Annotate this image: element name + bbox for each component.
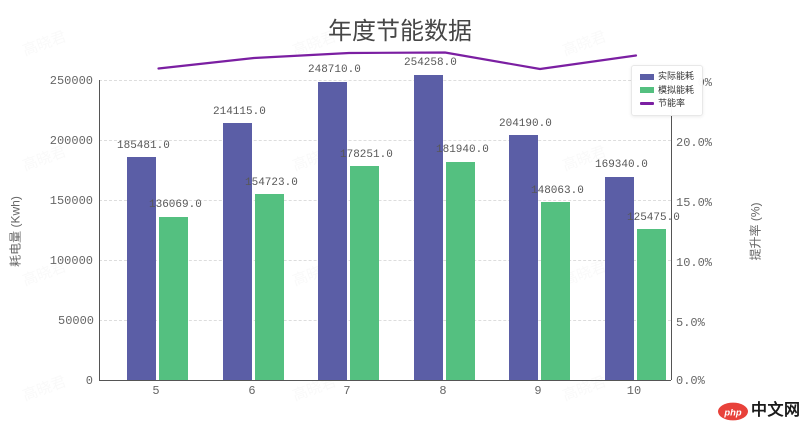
svg-text:php: php — [723, 407, 741, 417]
